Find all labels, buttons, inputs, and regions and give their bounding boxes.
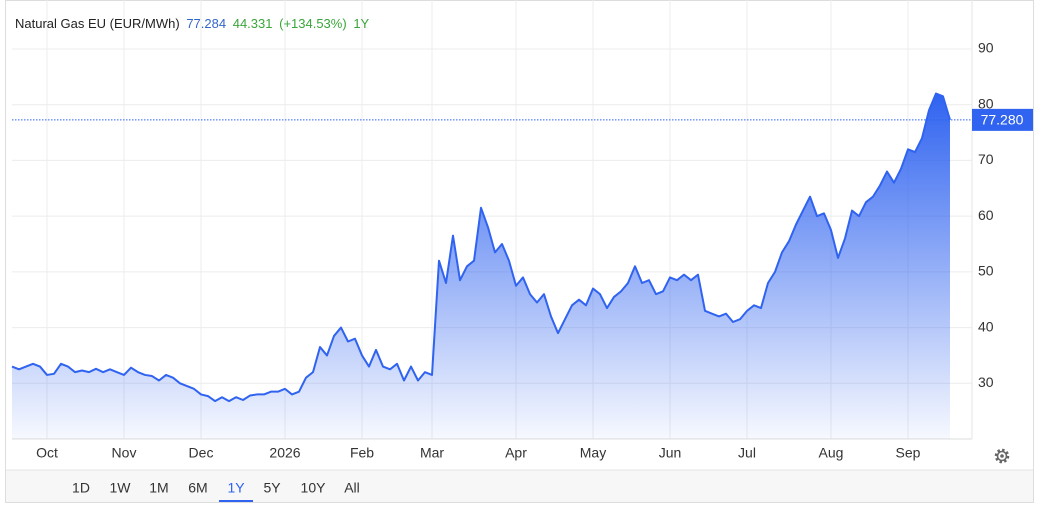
- range-button[interactable]: 1D: [72, 480, 90, 496]
- y-tick-label: 40: [978, 318, 994, 334]
- x-tick-label: Oct: [36, 445, 58, 461]
- y-tick-label: 30: [978, 374, 994, 390]
- x-tick-label: Jun: [659, 445, 682, 461]
- frame: [5, 0, 1034, 503]
- x-tick-label: Jul: [738, 445, 756, 461]
- last-value: 77.284: [186, 16, 226, 31]
- y-tick-label: 70: [978, 151, 994, 167]
- range-button[interactable]: 10Y: [301, 480, 327, 496]
- last-price-box: [972, 108, 1033, 131]
- range-button[interactable]: All: [344, 480, 360, 496]
- x-tick-label: 2026: [269, 445, 300, 461]
- x-tick-label: Dec: [189, 445, 214, 461]
- y-tick-label: 80: [978, 95, 994, 111]
- period: 1Y: [353, 16, 369, 31]
- area-fill: [12, 93, 950, 439]
- x-tick-label: Apr: [505, 445, 527, 461]
- change-percent: (+134.53%): [279, 16, 347, 31]
- y-tick-label: 90: [978, 40, 994, 56]
- range-button[interactable]: 5Y: [263, 480, 281, 496]
- toolbar-bg: [6, 470, 1033, 502]
- chart-header: Natural Gas EU (EUR/MWh) 77.284 44.331 (…: [15, 16, 370, 31]
- x-tick-label: Mar: [420, 445, 444, 461]
- x-tick-label: Aug: [819, 445, 844, 461]
- y-tick-label: 60: [978, 207, 994, 223]
- y-tick-label: 50: [978, 263, 994, 279]
- range-button[interactable]: 1Y: [227, 480, 245, 496]
- plot: 30 40 50 60 70 80 90 Oct Nov Dec 2026 Feb Mar Apr May J…: [11, 0, 1033, 461]
- x-tick-label: Nov: [112, 445, 137, 461]
- price-line: [11, 92, 951, 403]
- range-button[interactable]: 1M: [149, 480, 168, 496]
- range-button[interactable]: 1W: [110, 480, 132, 496]
- x-tick-label: May: [580, 445, 606, 461]
- change: 44.331: [233, 16, 273, 31]
- chart-title: Natural Gas EU (EUR/MWh): [15, 16, 180, 31]
- range-button[interactable]: 6M: [188, 480, 207, 496]
- x-tick-label: Sep: [896, 445, 921, 461]
- x-tick-label: Feb: [350, 445, 374, 461]
- last-price-label: 77.280: [981, 112, 1024, 128]
- settings-icon[interactable]: [994, 448, 1010, 464]
